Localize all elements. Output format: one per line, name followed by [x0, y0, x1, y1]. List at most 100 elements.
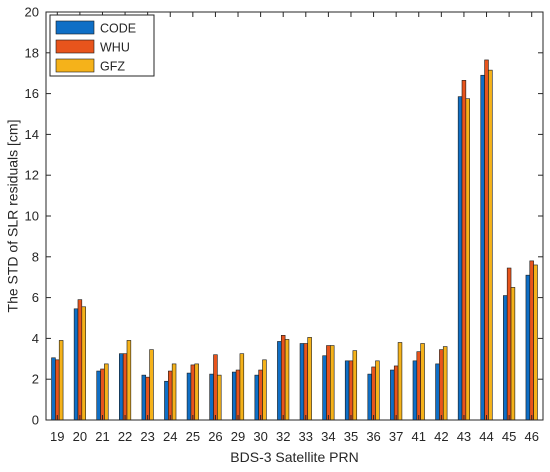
bar-whu-prn-25 — [190, 364, 196, 421]
bar-gfz-prn-44 — [488, 69, 493, 421]
x-tick-label-22: 22 — [118, 429, 132, 444]
bar-code-prn-32 — [277, 341, 282, 421]
y-axis-label: The STD of SLR residuals [cm] — [5, 120, 21, 313]
x-tick-label-37: 37 — [389, 429, 403, 444]
y-tick-label-4: 4 — [32, 331, 39, 346]
bar-code-prn-26 — [209, 373, 214, 421]
legend: CODE WHU GFZ — [49, 14, 155, 77]
bar-whu-prn-34 — [326, 345, 331, 421]
bar-code-prn-42 — [435, 363, 440, 421]
y-tick-label-16: 16 — [25, 86, 39, 101]
y-tick-label-0: 0 — [32, 413, 39, 428]
bar-whu-prn-35 — [348, 360, 354, 421]
x-tick-label-30: 30 — [253, 429, 267, 444]
y-tick-label-12: 12 — [25, 168, 39, 183]
bars-layer — [51, 59, 538, 421]
x-tick-label-25: 25 — [186, 429, 200, 444]
bar-whu-prn-24 — [168, 370, 173, 421]
y-tick-label-2: 2 — [32, 372, 39, 387]
bar-whu-prn-46 — [529, 260, 534, 421]
bar-gfz-prn-25 — [194, 363, 199, 421]
bar-code-prn-21 — [96, 370, 101, 421]
bar-gfz-prn-36 — [375, 360, 380, 421]
legend-swatch-code — [55, 20, 95, 35]
x-tick-label-29: 29 — [231, 429, 245, 444]
legend-swatch-whu — [55, 39, 95, 54]
bar-code-prn-46 — [525, 274, 531, 421]
bar-gfz-prn-46 — [533, 264, 538, 421]
x-tick-label-44: 44 — [479, 429, 493, 444]
bar-code-prn-25 — [186, 372, 192, 421]
bar-code-prn-41 — [412, 360, 418, 421]
x-tick-label-21: 21 — [95, 429, 109, 444]
y-tick-label-10: 10 — [25, 209, 39, 224]
bar-gfz-prn-34 — [330, 345, 335, 421]
bar-whu-prn-21 — [100, 368, 105, 421]
y-tick-label-20: 20 — [25, 5, 39, 20]
x-tick-label-46: 46 — [524, 429, 538, 444]
bar-code-prn-45 — [503, 295, 508, 421]
bar-whu-prn-37 — [393, 365, 399, 421]
x-tick-label-33: 33 — [299, 429, 313, 444]
bar-code-prn-35 — [344, 360, 350, 421]
bar-code-prn-36 — [367, 373, 372, 421]
legend-label-code: CODE — [100, 22, 136, 36]
bar-code-prn-44 — [480, 74, 485, 421]
bar-code-prn-19 — [51, 357, 56, 421]
bar-gfz-prn-19 — [58, 340, 64, 421]
bar-gfz-prn-35 — [352, 350, 358, 421]
y-tick-label-6: 6 — [32, 290, 39, 305]
bar-whu-prn-32 — [280, 335, 286, 421]
x-tick-label-41: 41 — [412, 429, 426, 444]
x-tick-label-43: 43 — [457, 429, 471, 444]
bar-code-prn-34 — [322, 355, 327, 421]
bar-gfz-prn-22 — [126, 340, 132, 421]
y-tick-label-18: 18 — [25, 45, 39, 60]
bar-whu-prn-23 — [145, 376, 150, 421]
bar-whu-prn-42 — [439, 349, 444, 421]
bar-whu-prn-22 — [122, 353, 128, 421]
x-tick-label-32: 32 — [276, 429, 290, 444]
bar-whu-prn-43 — [461, 80, 467, 421]
bar-code-prn-43 — [457, 96, 463, 421]
legend-label-gfz: GFZ — [100, 60, 125, 74]
bar-code-prn-22 — [119, 353, 124, 421]
bar-whu-prn-44 — [484, 59, 489, 421]
x-axis-label: BDS-3 Satellite PRN — [230, 449, 358, 465]
bar-whu-prn-45 — [506, 267, 512, 421]
bar-code-prn-24 — [164, 380, 169, 421]
bar-code-prn-30 — [254, 374, 259, 421]
x-tick-label-36: 36 — [366, 429, 380, 444]
x-tick-label-20: 20 — [73, 429, 87, 444]
x-tick-label-42: 42 — [434, 429, 448, 444]
bar-gfz-prn-20 — [81, 306, 86, 421]
bar-whu-prn-20 — [77, 299, 83, 421]
bar-gfz-prn-41 — [420, 343, 425, 421]
bar-gfz-prn-21 — [104, 363, 109, 421]
bar-whu-prn-41 — [416, 351, 421, 421]
bar-gfz-prn-45 — [510, 287, 516, 421]
bar-whu-prn-26 — [213, 354, 218, 421]
bar-whu-prn-29 — [235, 369, 241, 421]
bar-code-prn-29 — [231, 371, 237, 421]
bar-gfz-prn-29 — [239, 353, 245, 421]
bar-code-prn-37 — [390, 369, 395, 421]
bar-gfz-prn-32 — [284, 339, 290, 421]
y-tick-label-14: 14 — [25, 127, 39, 142]
x-tick-label-23: 23 — [140, 429, 154, 444]
x-tick-label-26: 26 — [208, 429, 222, 444]
x-tick-label-45: 45 — [502, 429, 516, 444]
y-tick-label-8: 8 — [32, 249, 39, 264]
bar-code-prn-23 — [141, 374, 147, 421]
legend-swatch-gfz — [55, 58, 95, 73]
bar-gfz-prn-42 — [442, 346, 448, 421]
x-tick-label-35: 35 — [344, 429, 358, 444]
bar-gfz-prn-30 — [262, 359, 267, 421]
x-tick-label-24: 24 — [163, 429, 177, 444]
bar-gfz-prn-43 — [465, 98, 470, 421]
bar-code-prn-33 — [299, 343, 305, 421]
bar-whu-prn-33 — [303, 343, 309, 421]
